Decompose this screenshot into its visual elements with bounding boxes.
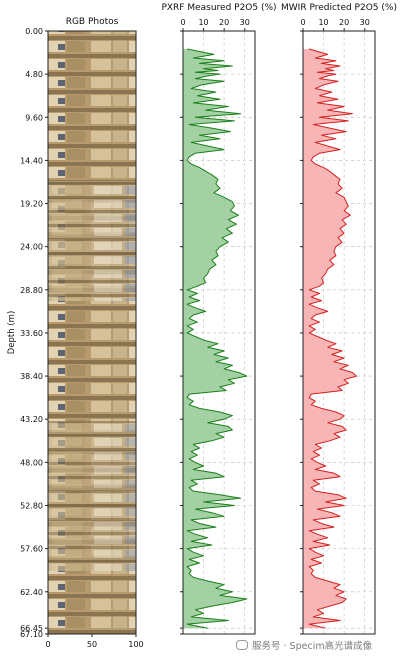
series-area (183, 49, 247, 629)
watermark-text: 服务号 · Specim高光谱成像 (252, 641, 373, 652)
x-tick-label: 10 (318, 18, 328, 27)
y-tick-label: 67.10 (20, 630, 43, 639)
panel-1: PXRF Measured P2O5 (%) 0 10 20 30 (161, 3, 277, 635)
y-tick-label: 28.80 (20, 286, 43, 295)
y-tick-label: 43.20 (20, 415, 43, 424)
series-line (308, 48, 357, 629)
x-tick-label: 20 (219, 18, 229, 27)
y-tick-label: 48.00 (20, 458, 43, 467)
watermark: 服务号 · Specim高光谱成像 (236, 638, 372, 652)
x-tick-label: 0 (45, 640, 50, 649)
y-tick-label: 57.60 (20, 545, 43, 554)
x-tick-label: 30 (360, 18, 370, 27)
x-tick-label: 0 (180, 18, 185, 27)
y-tick-label: 4.80 (25, 70, 43, 79)
x-tick-label: 0 (300, 18, 305, 27)
y-tick-label: 14.40 (20, 156, 43, 165)
core-photo-band (48, 421, 136, 571)
panel-title: PXRF Measured P2O5 (%) (161, 3, 276, 13)
y-tick-label: 66.45 (20, 624, 43, 633)
y-tick-label: 52.80 (20, 501, 43, 510)
y-tick-label: 0.00 (25, 27, 43, 36)
y-tick-label: 62.40 (20, 588, 43, 597)
panel-2: MWIR Predicted P2O5 (%) 0 10 20 30 (281, 3, 397, 635)
panel-title: MWIR Predicted P2O5 (%) (281, 3, 397, 13)
x-tick-label: 100 (128, 640, 143, 649)
x-tick-label: 30 (240, 18, 250, 27)
panel-frame (182, 30, 256, 635)
series-line (186, 48, 248, 629)
y-tick-label: 19.20 (20, 200, 43, 209)
y-tick-label: 9.60 (25, 113, 43, 122)
series-area (303, 49, 357, 629)
core-photo-band (48, 181, 136, 301)
panel-title: RGB Photos (66, 17, 119, 27)
y-tick-label: 33.60 (20, 329, 43, 338)
wechat-icon (236, 640, 248, 650)
panel-0: RGB Photos 0.00 4.80 9.60 14.40 19.20 24.00 28.… (7, 17, 144, 649)
y-axis-label: Depth (m) (7, 311, 17, 355)
y-tick-label: 24.00 (20, 243, 43, 252)
x-tick-label: 10 (198, 18, 208, 27)
y-tick-label: 38.40 (20, 372, 43, 381)
x-tick-label: 20 (339, 18, 349, 27)
x-tick-label: 50 (87, 640, 97, 649)
panel-frame (302, 30, 376, 635)
